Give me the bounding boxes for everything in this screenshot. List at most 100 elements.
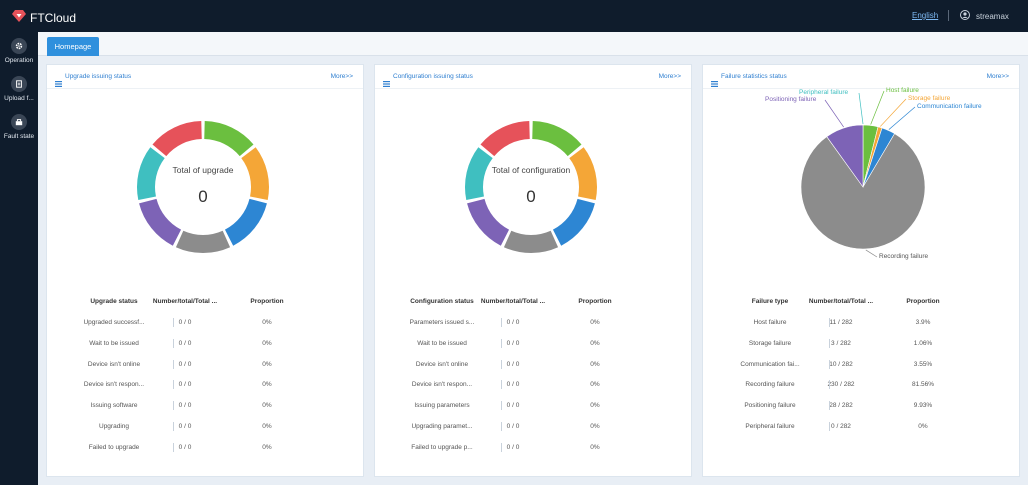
pie-leader-line	[858, 92, 864, 125]
donut-segment[interactable]	[204, 121, 254, 157]
table-cell: 0%	[262, 381, 272, 389]
donut-segment[interactable]	[137, 147, 165, 200]
table-cell: Storage failure	[748, 339, 792, 347]
table-header-cell: Number/total/Total ...	[480, 298, 546, 305]
donut-segment[interactable]	[569, 147, 597, 200]
donut-segment[interactable]	[532, 121, 582, 157]
table-cell: 0 / 0	[506, 360, 520, 368]
table-cell: Peripheral failure	[745, 423, 795, 430]
table-cell: 0%	[590, 402, 600, 410]
header-divider	[948, 10, 949, 21]
table-cell: 28 / 282	[829, 402, 853, 410]
table-cell: 0 / 0	[178, 360, 192, 368]
column-divider	[501, 359, 502, 369]
pie-label: Recording failure	[879, 253, 929, 260]
column-divider	[501, 318, 502, 327]
table-cell: Host failure	[753, 319, 787, 326]
table-cell: 0 / 0	[178, 319, 192, 326]
pie-label: Positioning failure	[765, 96, 817, 103]
table-header-cell: Number/total/Total ...	[152, 298, 218, 305]
table-header-cell: Proportion	[250, 298, 284, 305]
upgrade-panel: Upgrade issuing status More>> Total of u…	[46, 64, 364, 477]
pie-label: Communication failure	[917, 103, 982, 110]
table-cell: 0%	[262, 443, 272, 451]
donut-segment[interactable]	[503, 230, 559, 253]
panel-title: Failure statistics status	[721, 73, 787, 80]
column-divider	[829, 380, 830, 390]
pie-slice[interactable]	[826, 124, 864, 188]
sidebar-item-label: Upload f...	[4, 95, 34, 102]
table-cell: Failed to upgrade	[88, 443, 140, 451]
panel-header: Upgrade issuing status More>>	[47, 65, 363, 89]
more-link[interactable]: More>>	[330, 73, 353, 80]
table-cell: Upgraded successf...	[83, 319, 145, 326]
user-menu[interactable]: streamax	[960, 10, 1009, 22]
column-divider	[173, 401, 174, 411]
column-divider	[829, 401, 830, 411]
column-divider	[829, 338, 830, 348]
donut-segment[interactable]	[175, 230, 231, 253]
pie-label: Host failure	[886, 87, 919, 94]
donut-segment[interactable]	[241, 147, 269, 200]
table-cell: 0 / 0	[178, 402, 192, 410]
table-cell: 0 / 0	[506, 423, 520, 430]
table-cell: 0%	[262, 339, 272, 347]
table-cell: 0%	[590, 443, 600, 451]
table-cell: Device isn't respon...	[83, 381, 145, 389]
donut-segment[interactable]	[139, 198, 182, 246]
donut-segment[interactable]	[467, 198, 510, 246]
table-cell: 0%	[590, 319, 600, 326]
column-divider	[501, 401, 502, 411]
table-header-cell: Proportion	[578, 298, 612, 305]
column-divider	[173, 338, 174, 348]
failure-pie-chart	[800, 90, 926, 258]
tab-homepage[interactable]: Homepage	[47, 37, 99, 56]
sidebar-item-label: Fault state	[3, 133, 35, 140]
column-divider	[829, 318, 830, 327]
gear-icon	[11, 38, 27, 54]
table-cell: 3.9%	[915, 319, 931, 326]
pie-label: Storage failure	[908, 95, 951, 102]
more-link[interactable]: More>>	[986, 73, 1009, 80]
table-cell: Parameters issued s...	[409, 319, 475, 326]
column-divider	[501, 442, 502, 452]
table-cell: 0 / 282	[831, 423, 851, 430]
donut-segment[interactable]	[552, 198, 595, 246]
sidebar-item-fault-state[interactable]: Fault state	[0, 114, 38, 140]
donut-segment[interactable]	[224, 198, 267, 246]
panel-title: Configuration issuing status	[393, 73, 473, 80]
sidebar-item-operation[interactable]: Operation	[0, 38, 38, 64]
donut-chart	[137, 121, 269, 253]
logo-icon	[12, 9, 26, 27]
panel-header: Failure statistics status More>>	[703, 65, 1019, 89]
table-cell: 9.93%	[913, 402, 933, 410]
table-cell: 10 / 282	[829, 360, 853, 368]
pie-slice[interactable]	[800, 133, 926, 250]
more-link[interactable]: More>>	[658, 73, 681, 80]
table-cell: Issuing software	[90, 402, 138, 410]
language-switch[interactable]: English	[912, 11, 939, 20]
table-cell: Device isn't online	[87, 360, 141, 368]
donut-segment[interactable]	[480, 121, 530, 157]
table-header-cell: Proportion	[906, 298, 940, 305]
table-cell: 0%	[590, 381, 600, 389]
app-logo[interactable]: FTCloud	[12, 9, 76, 27]
table-cell: Positioning failure	[744, 402, 796, 410]
sidebar-item-upload[interactable]: Upload f...	[0, 76, 38, 102]
table-cell: 0 / 0	[178, 443, 192, 451]
pie-leader-line	[888, 106, 916, 130]
donut-center-value: 0	[526, 187, 536, 206]
menu-icon	[383, 74, 390, 92]
donut-segment[interactable]	[152, 121, 202, 157]
top-bar: FTCloud English streamax	[0, 0, 1028, 32]
table-cell: 3.55%	[913, 360, 933, 368]
donut-segment[interactable]	[465, 147, 493, 200]
table-header-cell: Number/total/Total ...	[808, 298, 874, 305]
column-divider	[173, 318, 174, 327]
table-cell: Issuing parameters	[414, 402, 470, 410]
pie-leader-line	[824, 99, 844, 128]
sidebar: Operation Upload f... Fault state	[0, 32, 38, 485]
menu-icon	[55, 74, 62, 92]
table-cell: 11 / 282	[829, 319, 853, 326]
table-cell: 0%	[262, 423, 272, 430]
